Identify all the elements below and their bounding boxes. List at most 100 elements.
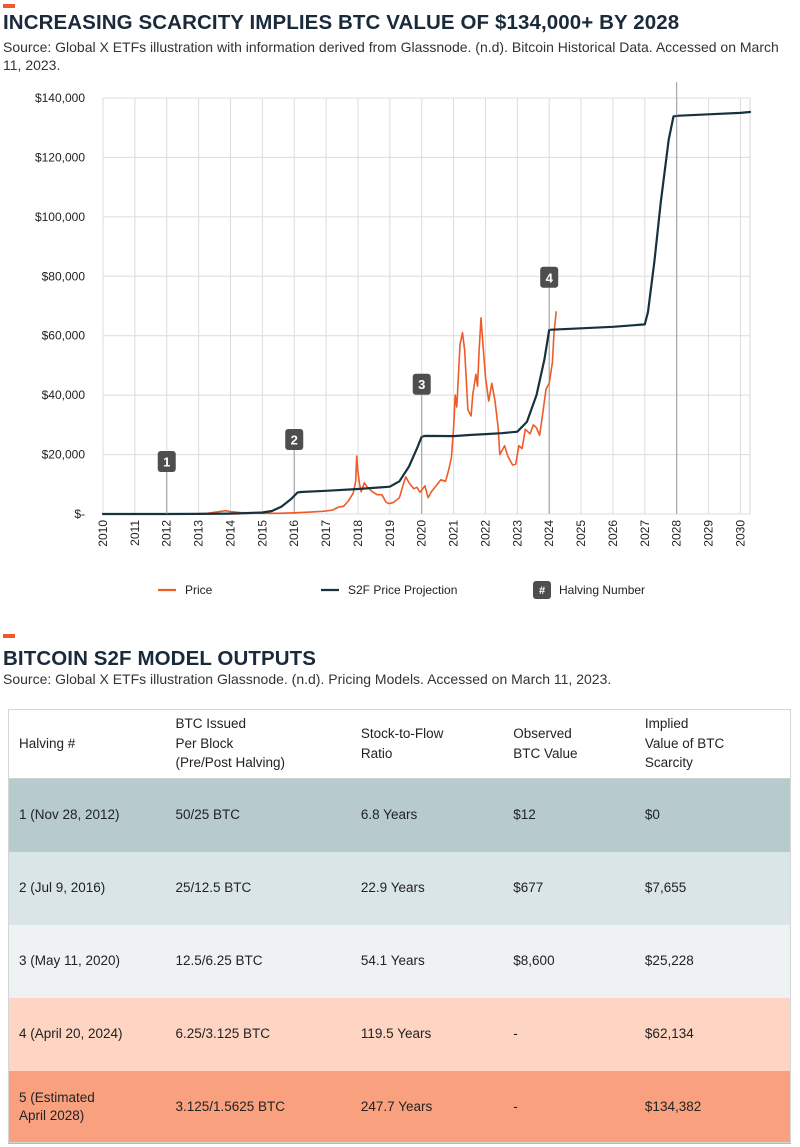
table-row: 4 (April 20, 2024) 6.25/3.125 BTC 119.5 Ye… <box>8 997 791 1071</box>
table-header-cell: Observed BTC Value <box>502 709 634 779</box>
cell-line: 50/25 BTC <box>175 807 241 823</box>
table-cell: 247.7 Years <box>350 1071 502 1144</box>
chart-legend: Price S2F Price Projection # Halving Number <box>158 581 645 599</box>
cell-line: April 2028) <box>19 1108 85 1123</box>
x-tick-label: 2013 <box>192 520 206 547</box>
x-tick-label: 2027 <box>638 520 652 547</box>
x-tick-label: 2024 <box>542 520 556 547</box>
table-header-cell: Stock-to-Flow Ratio <box>349 709 503 779</box>
halving-badge-label: 3 <box>418 377 425 392</box>
cell-line: 54.1 Years <box>360 953 425 968</box>
table-row: 3 (May 11, 2020) 12.5/6.25 BTC 54.1 Years $… <box>8 924 791 998</box>
header-line: BTC Value <box>513 745 578 761</box>
table-cell: 22.9 Years <box>350 852 502 925</box>
table-cell: $12 <box>502 779 634 852</box>
x-tick-label: 2018 <box>351 520 365 547</box>
table-cell: $25,228 <box>634 925 791 998</box>
cell-line: 5 (Estimated <box>19 1090 95 1105</box>
table-cell: $62,134 <box>634 998 791 1071</box>
y-tick-label: $20,000 <box>42 448 86 462</box>
table-cell: $134,382 <box>634 1071 791 1144</box>
cell-line: $62,134 <box>644 1026 694 1041</box>
table-row: 2 (Jul 9, 2016) 25/12.5 BTC 22.9 Years $677… <box>8 851 791 925</box>
halving-badge-label: 1 <box>163 455 170 470</box>
legend-badge-symbol: # <box>539 585 545 597</box>
table-accent-bar <box>3 634 15 638</box>
table-cell: 2 (Jul 9, 2016) <box>8 852 164 925</box>
x-tick-label: 2025 <box>574 520 588 547</box>
cell-line: 3 (May 11, 2020) <box>19 953 121 968</box>
header-line: Stock-to-Flow <box>360 726 444 741</box>
cell-line: $0 <box>644 807 660 823</box>
x-tick-label: 2011 <box>128 520 142 546</box>
halving-lines <box>293 115 678 514</box>
header-line: Halving # <box>19 735 76 751</box>
x-tick-label: 2030 <box>733 520 747 547</box>
cell-line: - <box>513 1099 518 1114</box>
x-axis: 2010 2011 2012 2013 2014 2015 2016 2017 2018 2019… <box>96 520 747 547</box>
cell-line: 119.5 Years <box>360 1026 432 1041</box>
x-tick-label: 2023 <box>510 520 524 547</box>
table-cell: 3 (May 11, 2020) <box>8 925 164 998</box>
y-tick-label: $- <box>74 507 85 521</box>
table-cell: $677 <box>502 852 634 925</box>
cell-line: 6.25/3.125 BTC <box>175 1026 271 1041</box>
legend-label: Price <box>185 583 213 597</box>
cell-line: 4 (April 20, 2024) <box>19 1026 123 1041</box>
chart-source: Source: Global X ETFs illustration with … <box>3 39 779 73</box>
cell-line: $7,655 <box>644 880 687 895</box>
cell-line: 22.9 Years <box>360 880 425 895</box>
y-tick-label: $120,000 <box>35 150 85 164</box>
table-cell: 4 (April 20, 2024) <box>8 998 164 1071</box>
cell-line: 3.125/1.5625 BTC <box>175 1099 286 1114</box>
table-cell: 5 (Estimated April 2028) <box>8 1071 164 1144</box>
halving-badge <box>412 373 431 395</box>
table-title: BITCOIN S2F MODEL OUTPUTS <box>3 647 317 670</box>
x-tick-label: 2028 <box>670 520 684 547</box>
y-tick-label: $40,000 <box>42 388 86 402</box>
x-tick-label: 2020 <box>415 520 429 547</box>
header-line: Value of BTC <box>644 735 725 751</box>
chart-accent-bar <box>3 4 15 8</box>
table-cell: 25/12.5 BTC <box>164 852 349 925</box>
legend-label: S2F Price Projection <box>348 583 457 597</box>
table-cell: 50/25 BTC <box>164 779 349 852</box>
y-tick-label: $140,000 <box>35 91 85 105</box>
s2f-projection-line <box>101 110 752 516</box>
table-header-cell: BTC Issued Per Block (Pre/Post Halving) <box>164 709 350 779</box>
y-tick-label: $100,000 <box>35 210 85 224</box>
header-line: Ratio <box>360 745 393 761</box>
cell-line: 12.5/6.25 BTC <box>175 953 263 968</box>
chart-grid <box>102 97 751 515</box>
halving-badge <box>285 429 304 451</box>
x-tick-label: 2026 <box>606 520 620 547</box>
halving-badges: 12345 <box>157 82 678 514</box>
y-tick-label: $80,000 <box>42 269 86 283</box>
table-row: 1 (Nov 28, 2012) 50/25 BTC 6.8 Years $12 $0 <box>8 778 791 852</box>
btc-s2f-chart: $- $20,000 $40,000 $60,000 $80,000 $100,000 $1… <box>35 82 752 599</box>
cell-line: $8,600 <box>513 953 555 968</box>
header-line: Implied <box>644 716 689 732</box>
header-line: Scarcity <box>644 755 693 771</box>
table-cell: 119.5 Years <box>350 998 502 1071</box>
cell-line: $12 <box>513 807 536 823</box>
header-line: Observed <box>513 726 572 741</box>
x-tick-label: 2017 <box>319 520 333 547</box>
header-line: (Pre/Post Halving) <box>175 755 286 771</box>
plot-area <box>102 97 751 515</box>
x-tick-label: 2016 <box>287 520 301 547</box>
s2f-outputs-table: Halving # BTC Issued Per Block (Pre/Post Ha… <box>8 709 791 1144</box>
table-cell: 1 (Nov 28, 2012) <box>8 779 164 852</box>
x-tick-label: 2022 <box>478 520 492 547</box>
table-cell: $0 <box>634 779 791 852</box>
table-cell: 6.25/3.125 BTC <box>164 998 349 1071</box>
header-line: Per Block <box>175 735 234 751</box>
table-header-row: Halving # BTC Issued Per Block (Pre/Post Ha… <box>8 709 791 779</box>
table-cell: - <box>502 1071 634 1144</box>
table-cell: 6.8 Years <box>350 779 502 852</box>
x-tick-label: 2010 <box>96 520 110 547</box>
cell-line: $134,382 <box>644 1099 702 1114</box>
table-body: 1 (Nov 28, 2012) 50/25 BTC 6.8 Years $12 $0 2… <box>8 778 791 1144</box>
table-header-cell: Implied Value of BTC Scarcity <box>633 709 791 779</box>
table-cell: 54.1 Years <box>350 925 502 998</box>
